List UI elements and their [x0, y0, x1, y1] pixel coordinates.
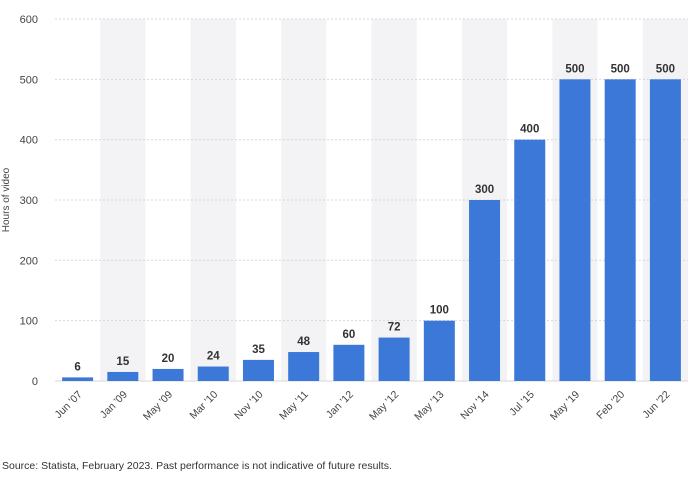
- background-band: [190, 19, 236, 381]
- bar: [333, 344, 365, 381]
- bar: [469, 200, 501, 381]
- bar: [604, 79, 636, 381]
- data-label: 72: [388, 322, 401, 334]
- x-tick-label: Nov '10: [232, 389, 266, 423]
- bar: [649, 79, 681, 381]
- data-label: 35: [252, 344, 265, 356]
- data-label: 6: [74, 361, 80, 373]
- x-tick-label: May '12: [367, 389, 401, 423]
- data-label: 500: [656, 63, 675, 75]
- x-tick-label: May '11: [277, 389, 311, 423]
- data-label: 500: [611, 63, 630, 75]
- data-label: 300: [475, 184, 494, 196]
- y-axis-title: Hours of video: [1, 167, 12, 232]
- data-label: 500: [565, 63, 584, 75]
- data-label: 100: [430, 305, 449, 317]
- source-note: Source: Statista, February 2023. Past pe…: [2, 460, 392, 472]
- y-tick-label: 400: [20, 135, 38, 147]
- y-tick-label: 200: [20, 255, 38, 267]
- data-label: 15: [116, 356, 129, 368]
- chart-canvas: 0 100 200 300 400 500 600 Hours of video 6 Jun '0…: [1, 14, 688, 423]
- x-tick-label: Jan '09: [98, 389, 130, 421]
- bar: [423, 320, 455, 381]
- bar: [378, 337, 410, 381]
- bar: [197, 366, 229, 381]
- data-label: 24: [207, 351, 220, 363]
- y-tick-label: 300: [20, 195, 38, 207]
- bar: [242, 359, 274, 381]
- bar: [62, 377, 94, 381]
- x-tick-label: May '09: [141, 389, 175, 423]
- bar: [288, 352, 320, 381]
- x-tick-label: May '13: [412, 389, 446, 423]
- data-label: 20: [162, 353, 175, 365]
- x-tick-label: Mar '10: [187, 389, 220, 422]
- y-tick-label: 600: [20, 14, 38, 26]
- data-label: 48: [297, 336, 310, 348]
- bar: [152, 368, 184, 381]
- y-tick-label: 0: [32, 376, 38, 388]
- x-tick-label: Jul '15: [507, 389, 537, 419]
- x-tick-label: May '19: [548, 389, 582, 423]
- y-tick-label: 500: [20, 74, 38, 86]
- data-label: 60: [342, 329, 355, 341]
- bar: [514, 139, 546, 381]
- data-label: 400: [520, 124, 539, 136]
- bar: [107, 371, 139, 381]
- x-tick-label: Jun '22: [640, 389, 672, 421]
- bar: [559, 79, 591, 381]
- bar-chart: 0 100 200 300 400 500 600 Hours of video 6 Jun '0…: [1, 14, 688, 423]
- x-tick-label: Jan '12: [324, 389, 356, 421]
- x-tick-label: Jun '07: [53, 389, 85, 421]
- background-band: [100, 19, 146, 381]
- y-tick-label: 100: [20, 316, 38, 328]
- x-tick-label: Feb '20: [594, 389, 627, 422]
- x-tick-label: Nov '14: [458, 389, 492, 423]
